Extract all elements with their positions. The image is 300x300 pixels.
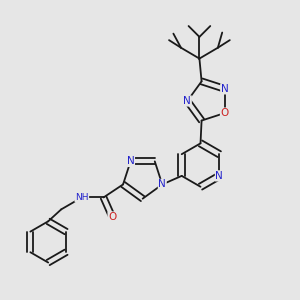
Text: N: N	[215, 171, 223, 181]
Text: O: O	[108, 212, 116, 222]
Text: NH: NH	[75, 193, 88, 202]
Text: N: N	[221, 84, 229, 94]
Text: N: N	[184, 96, 191, 106]
Text: O: O	[220, 108, 229, 118]
Text: N: N	[158, 179, 166, 189]
Text: N: N	[127, 156, 134, 167]
